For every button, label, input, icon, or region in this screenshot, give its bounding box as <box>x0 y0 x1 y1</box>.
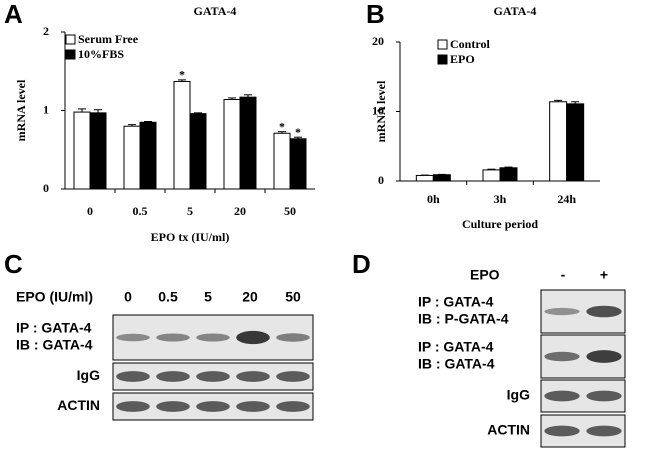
bar <box>549 101 568 182</box>
x-tick-label: 50 <box>284 204 296 218</box>
blot-band <box>116 401 150 412</box>
x-tick-label: 3h <box>494 192 507 206</box>
blot-row-label: ACTIN <box>57 397 100 413</box>
blot-band <box>544 307 580 316</box>
bar <box>189 113 207 190</box>
chart-title: GATA-4 <box>194 4 237 18</box>
legend-swatch <box>437 54 448 65</box>
blot-row-label: IP : GATA-4 <box>418 294 494 310</box>
bar <box>139 121 157 190</box>
blot-band <box>116 333 150 342</box>
legend-label: Control <box>450 37 490 51</box>
y-tick-label: 0 <box>43 181 49 195</box>
y-tick-label: 0 <box>378 173 384 187</box>
significance-marker: * <box>279 119 285 133</box>
blot-band <box>236 371 270 382</box>
blot-row-label: IB : GATA-4 <box>418 356 495 372</box>
blot-band <box>586 350 622 363</box>
lane-label: 50 <box>285 289 301 305</box>
bar <box>223 99 241 190</box>
lane-label: 0 <box>124 289 132 305</box>
blot-band <box>236 330 270 345</box>
blot-band <box>586 425 622 437</box>
y-axis-label: mRNA level <box>14 79 28 141</box>
blot-row-label: IgG <box>507 387 530 403</box>
legend-label: Serum Free <box>78 32 139 46</box>
blot-band <box>586 390 622 402</box>
y-tick-label: 2 <box>43 24 49 38</box>
blot-band <box>196 333 230 342</box>
legend-swatch <box>437 39 448 50</box>
lane-label: 5 <box>204 289 212 305</box>
x-tick-label: 20 <box>234 204 246 218</box>
blot-band <box>544 390 580 402</box>
legend-label: 10%FBS <box>78 47 124 61</box>
blot-band <box>116 371 150 382</box>
legend-swatch <box>65 49 76 60</box>
blot-row-label: IP : GATA-4 <box>418 339 494 355</box>
bar <box>432 174 451 182</box>
blot-row-label: IgG <box>77 367 100 383</box>
blot-row-label: IB : P-GATA-4 <box>418 311 509 327</box>
lane-label: - <box>561 267 566 283</box>
blot-band <box>544 351 580 362</box>
panel-letter: A <box>4 0 23 29</box>
panel-letter: B <box>366 0 385 29</box>
y-tick-label: 20 <box>372 34 384 48</box>
significance-marker: * <box>179 68 185 82</box>
bar <box>482 169 501 182</box>
significance-marker: * <box>295 125 301 139</box>
blot-band <box>196 371 230 382</box>
blot-row-label: IP : GATA-4 <box>16 320 92 336</box>
bar <box>415 174 434 182</box>
bar <box>499 167 518 182</box>
panel-letter: C <box>4 249 23 279</box>
y-tick-label: 1 <box>43 102 49 116</box>
blot-row-label: ACTIN <box>487 422 530 438</box>
y-axis-label: mRNA level <box>374 80 388 142</box>
x-axis-label: Culture period <box>462 217 538 231</box>
chart-title: GATA-4 <box>494 4 537 18</box>
blot-band <box>276 401 310 412</box>
blot-band <box>586 305 622 318</box>
bar <box>566 103 585 182</box>
y-tick-label: 10 <box>372 103 384 117</box>
blot-band <box>276 371 310 382</box>
lane-label: 20 <box>242 289 258 305</box>
blot-header: EPO (IU/ml) <box>16 289 93 305</box>
legend-swatch <box>65 34 76 45</box>
x-tick-label: 0.5 <box>133 204 148 218</box>
panel-letter: D <box>352 249 371 279</box>
bar <box>289 138 307 190</box>
x-tick-label: 5 <box>187 204 193 218</box>
bar <box>123 125 141 190</box>
bar <box>239 96 257 190</box>
bar <box>89 112 107 190</box>
blot-band <box>544 425 580 437</box>
legend-label: EPO <box>450 52 475 66</box>
x-tick-label: 24h <box>557 192 576 206</box>
blot-band <box>196 401 230 412</box>
blot-row-label: IB : GATA-4 <box>16 337 93 353</box>
blot-band <box>276 333 310 342</box>
bar <box>173 80 191 190</box>
x-tick-label: 0h <box>427 192 440 206</box>
x-axis-label: EPO tx (IU/ml) <box>151 230 230 244</box>
lane-label: 0.5 <box>158 289 178 305</box>
blot-header: EPO <box>470 267 500 283</box>
blot-band <box>236 401 270 412</box>
bar <box>73 111 91 190</box>
x-tick-label: 0 <box>87 204 93 218</box>
blot-band <box>156 371 190 382</box>
blot-band <box>156 333 190 342</box>
lane-label: + <box>600 267 608 283</box>
bar <box>273 132 291 190</box>
blot-band <box>156 401 190 412</box>
